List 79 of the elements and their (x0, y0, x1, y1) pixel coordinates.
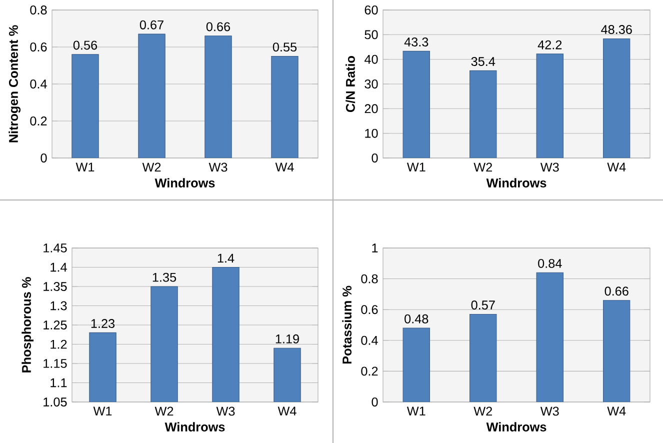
y-tick-label: 0.2 (361, 366, 378, 376)
data-label: 43.3 (404, 38, 428, 46)
bar (470, 314, 497, 402)
y-tick-label: 0.6 (30, 42, 47, 52)
data-label: 0.67 (140, 20, 164, 30)
data-label: 0.48 (404, 314, 428, 324)
x-tick-label: W2 (474, 162, 492, 172)
y-tick-label: 0 (372, 398, 378, 406)
x-tick-label: W1 (93, 406, 112, 416)
x-tick-label: W4 (275, 162, 294, 172)
data-label: 0.56 (73, 40, 98, 50)
bar (470, 70, 497, 158)
x-tick-label: W2 (474, 406, 492, 416)
y-tick-label: 0 (40, 154, 47, 162)
bar (536, 272, 564, 402)
y-axis-title: Nitrogen Content % (8, 25, 21, 142)
x-axis-title: Windrows (486, 178, 546, 188)
y-axis-title: Phosphorous % (22, 277, 34, 372)
bar (603, 300, 630, 402)
y-axis-title: C/N Ratio (346, 56, 356, 112)
x-tick-label: W1 (406, 406, 426, 416)
y-tick-label: 1.25 (44, 320, 67, 330)
data-label: 35.4 (471, 57, 496, 66)
x-tick-label: W1 (76, 162, 94, 172)
x-tick-label: W3 (540, 406, 559, 416)
y-tick-label: 1.2 (50, 340, 67, 349)
y-tick-label: 1.3 (50, 301, 67, 310)
data-label: 0.57 (471, 300, 495, 310)
data-label: 0.55 (272, 42, 297, 52)
y-tick-label: 1.35 (44, 282, 67, 291)
y-tick-label: 0.4 (361, 336, 378, 345)
y-tick-label: 0.4 (30, 80, 47, 88)
bar (72, 54, 99, 158)
x-axis-title: Windrows (154, 178, 215, 188)
data-label: 42.2 (538, 40, 562, 50)
y-tick-label: 1.1 (50, 378, 67, 388)
y-tick-label: 20 (364, 104, 378, 114)
x-tick-label: W2 (154, 406, 174, 416)
data-label: 1.4 (218, 254, 234, 263)
data-label: 0.66 (604, 286, 628, 296)
x-axis-title: Windrows (486, 422, 546, 432)
data-label: 1.23 (91, 319, 115, 328)
y-tick-label: 1 (372, 244, 378, 252)
x-tick-label: W4 (607, 406, 626, 416)
y-tick-label: 1.45 (44, 244, 67, 252)
bar (402, 50, 430, 158)
y-tick-label: 10 (365, 128, 378, 138)
data-label: 0.84 (538, 258, 562, 268)
y-tick-label: 0.6 (361, 305, 378, 314)
x-axis-title: Windrows (164, 422, 225, 432)
y-axis-title: Potassium % (342, 286, 352, 364)
x-tick-label: W2 (142, 162, 161, 172)
y-tick-label: 50 (364, 30, 378, 40)
x-tick-label: W3 (216, 406, 235, 416)
x-tick-label: W4 (278, 406, 296, 416)
x-tick-label: W1 (406, 162, 426, 172)
y-tick-label: 0.8 (30, 6, 47, 14)
bar (271, 56, 298, 158)
y-tick-label: 1.4 (50, 262, 67, 272)
x-tick-label: W4 (607, 162, 626, 172)
y-tick-label: 60 (364, 6, 378, 14)
y-tick-label: 40 (364, 54, 378, 64)
bar (138, 34, 166, 158)
data-label: 1.19 (276, 334, 299, 344)
y-tick-label: 1.15 (44, 359, 67, 368)
y-tick-label: 0.8 (361, 274, 378, 284)
bar (204, 36, 232, 158)
bar (536, 54, 564, 158)
y-tick-label: 0 (372, 154, 378, 162)
data-label: 48.36 (601, 25, 632, 34)
data-label: 0.66 (206, 22, 230, 32)
bar (402, 328, 430, 402)
y-tick-label: 30 (364, 80, 378, 88)
y-tick-label: 1.05 (44, 398, 67, 406)
x-tick-label: W3 (540, 162, 559, 172)
bar (603, 38, 630, 158)
y-tick-label: 0.2 (30, 116, 47, 126)
data-label: 1.35 (152, 272, 176, 282)
x-tick-label: W3 (208, 162, 228, 172)
